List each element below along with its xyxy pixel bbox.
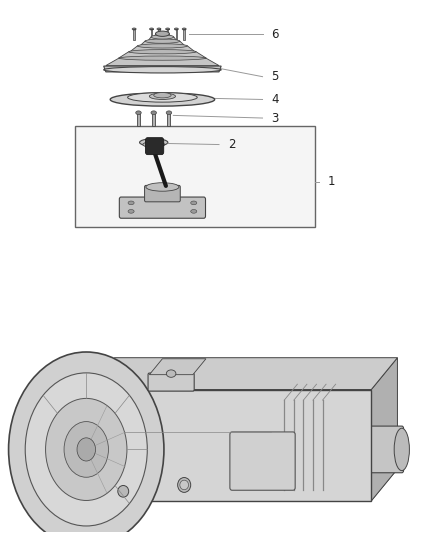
Ellipse shape — [25, 373, 147, 526]
FancyBboxPatch shape — [75, 126, 315, 227]
FancyBboxPatch shape — [184, 28, 185, 40]
Ellipse shape — [394, 428, 410, 471]
Ellipse shape — [166, 28, 170, 30]
Polygon shape — [104, 66, 221, 72]
FancyBboxPatch shape — [119, 197, 205, 218]
Text: 4: 4 — [271, 93, 279, 106]
Text: 2: 2 — [228, 138, 235, 151]
Ellipse shape — [145, 39, 180, 43]
Text: 1: 1 — [328, 175, 336, 188]
Polygon shape — [148, 37, 177, 41]
FancyBboxPatch shape — [148, 373, 194, 391]
Polygon shape — [154, 34, 171, 37]
Ellipse shape — [132, 28, 136, 30]
Ellipse shape — [127, 93, 197, 102]
Polygon shape — [371, 358, 397, 501]
Ellipse shape — [191, 201, 197, 205]
FancyBboxPatch shape — [176, 28, 177, 40]
Polygon shape — [140, 41, 185, 46]
Polygon shape — [149, 359, 206, 375]
Ellipse shape — [46, 398, 127, 500]
Ellipse shape — [182, 28, 186, 30]
FancyBboxPatch shape — [145, 185, 180, 202]
Polygon shape — [88, 358, 397, 390]
Ellipse shape — [146, 144, 162, 149]
Ellipse shape — [9, 352, 164, 533]
Ellipse shape — [138, 44, 187, 48]
Ellipse shape — [156, 31, 169, 36]
FancyBboxPatch shape — [145, 138, 164, 155]
Ellipse shape — [110, 93, 215, 106]
Ellipse shape — [146, 183, 179, 191]
Ellipse shape — [140, 139, 168, 146]
Ellipse shape — [64, 422, 109, 477]
FancyBboxPatch shape — [88, 390, 371, 501]
FancyBboxPatch shape — [151, 28, 152, 40]
Ellipse shape — [180, 480, 188, 490]
Ellipse shape — [104, 67, 221, 73]
FancyBboxPatch shape — [370, 426, 403, 473]
Text: 6: 6 — [271, 28, 279, 41]
FancyBboxPatch shape — [230, 432, 295, 490]
Text: 5: 5 — [271, 70, 279, 83]
Ellipse shape — [77, 438, 95, 461]
Ellipse shape — [174, 28, 178, 30]
FancyBboxPatch shape — [167, 113, 170, 126]
Ellipse shape — [191, 209, 197, 213]
Polygon shape — [130, 46, 195, 52]
Ellipse shape — [118, 486, 129, 497]
Ellipse shape — [149, 28, 154, 30]
Ellipse shape — [178, 478, 191, 492]
Ellipse shape — [143, 142, 165, 148]
Ellipse shape — [128, 209, 134, 213]
Ellipse shape — [155, 31, 170, 36]
Polygon shape — [88, 469, 397, 501]
Polygon shape — [119, 52, 206, 58]
FancyBboxPatch shape — [167, 28, 168, 40]
Ellipse shape — [119, 56, 206, 60]
Ellipse shape — [154, 93, 171, 98]
FancyBboxPatch shape — [137, 113, 140, 126]
Ellipse shape — [151, 111, 156, 115]
FancyBboxPatch shape — [158, 28, 160, 40]
Text: 3: 3 — [271, 111, 279, 125]
Ellipse shape — [128, 201, 134, 205]
Polygon shape — [106, 58, 219, 66]
FancyBboxPatch shape — [152, 113, 155, 126]
Ellipse shape — [166, 111, 172, 115]
Ellipse shape — [166, 370, 176, 377]
Ellipse shape — [136, 111, 141, 115]
Ellipse shape — [149, 93, 176, 100]
FancyBboxPatch shape — [133, 28, 135, 40]
Ellipse shape — [151, 35, 174, 39]
Ellipse shape — [157, 28, 161, 30]
Ellipse shape — [129, 50, 196, 54]
